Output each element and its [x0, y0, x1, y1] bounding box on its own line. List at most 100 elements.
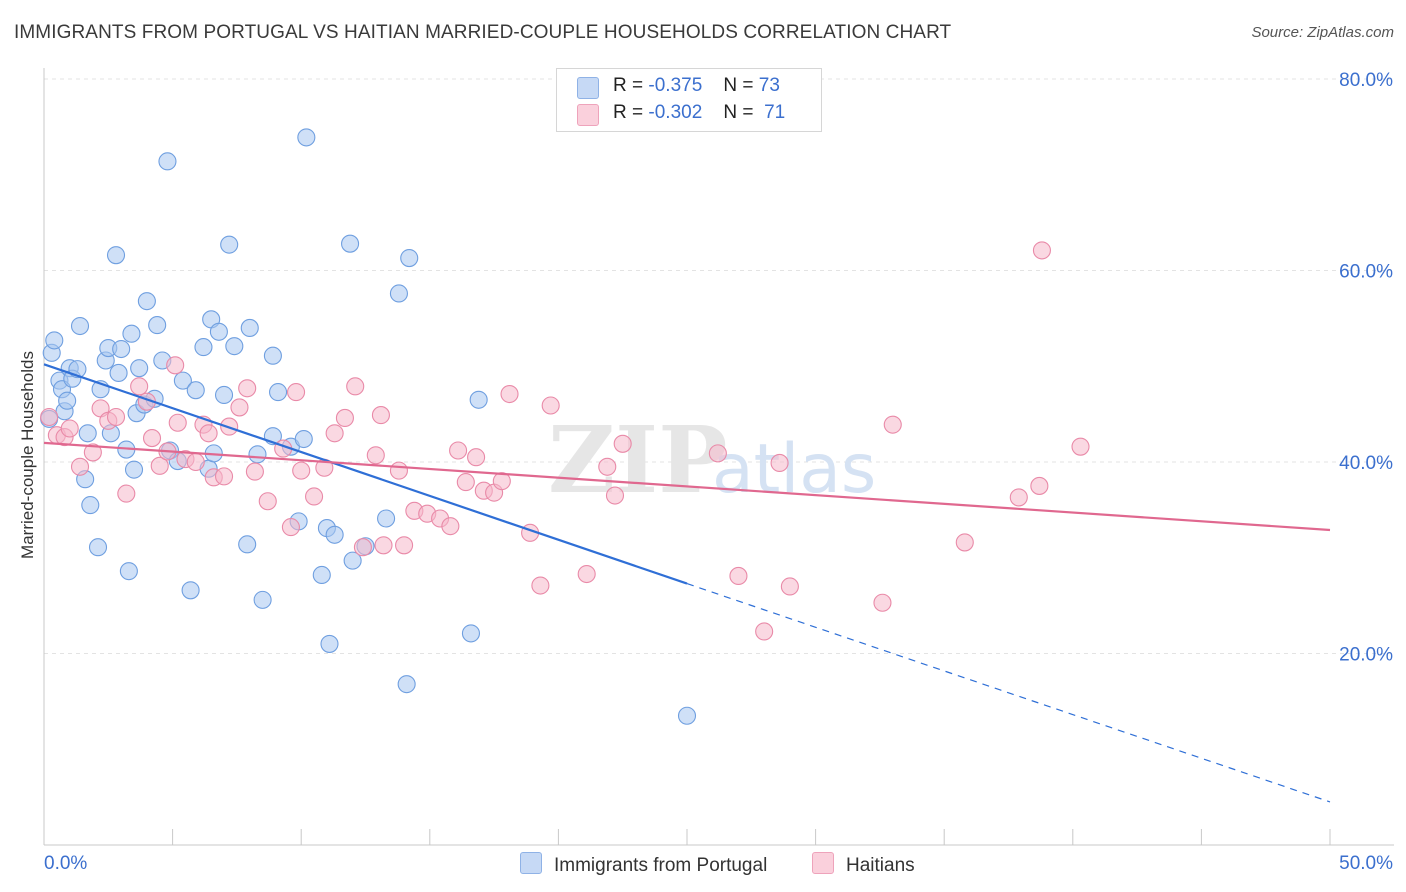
data-point-haitians: [1030, 476, 1049, 495]
data-point-portugal: [325, 525, 344, 544]
data-point-haitians: [292, 461, 311, 480]
trend-line-portugal-extension: [686, 583, 1331, 803]
data-point-portugal: [78, 424, 97, 443]
data-point-haitians: [60, 419, 79, 438]
bottom-legend-label-portugal: Immigrants from Portugal: [554, 855, 768, 876]
data-point-haitians: [186, 452, 205, 472]
data-point-portugal: [122, 324, 141, 343]
data-point-haitians: [577, 564, 596, 584]
data-point-portugal: [124, 460, 144, 479]
grid-lines: [44, 78, 1394, 654]
bottom-legend-haitians: Haitians: [812, 852, 915, 877]
data-point-portugal: [214, 385, 234, 405]
data-point-haitians: [780, 577, 799, 596]
data-point-haitians: [287, 383, 306, 402]
bottom-legend-swatch-haitians: [812, 852, 834, 874]
data-point-haitians: [1071, 437, 1090, 456]
data-point-portugal: [248, 445, 267, 464]
data-point-haitians: [335, 408, 354, 428]
data-point-portugal: [461, 624, 481, 643]
data-point-haitians: [873, 593, 892, 612]
data-point-haitians: [258, 492, 277, 511]
data-point-portugal: [209, 322, 228, 341]
x-tick-label: 0.0%: [44, 853, 87, 874]
data-point-portugal: [148, 316, 167, 335]
data-point-portugal: [130, 359, 149, 378]
data-point-portugal: [70, 316, 90, 336]
data-point-portugal: [377, 509, 396, 528]
watermark-atlas: atlas: [712, 430, 876, 509]
data-point-portugal: [469, 390, 488, 409]
data-point-haitians: [1009, 488, 1028, 507]
legend-swatch-haitians: [577, 104, 599, 126]
data-point-portugal: [397, 675, 416, 694]
tick-labels: 20.0% 40.0% 60.0% 80.0% 0.0% 50.0%: [44, 70, 1393, 874]
y-tick-label: 60.0%: [1339, 262, 1393, 283]
y-tick-label: 20.0%: [1339, 645, 1393, 666]
data-point-haitians: [500, 384, 519, 404]
bottom-legend-swatch-portugal: [520, 852, 542, 874]
data-point-haitians: [729, 566, 748, 585]
legend-r-label: R =: [613, 102, 644, 123]
x-tick-label: 50.0%: [1339, 853, 1393, 874]
data-point-haitians: [346, 377, 365, 396]
data-point-haitians: [598, 457, 617, 476]
legend-n-label: N =: [723, 102, 754, 123]
data-point-haitians: [230, 398, 249, 417]
legend-swatch-portugal: [577, 77, 599, 99]
data-point-haitians: [955, 533, 974, 552]
data-point-portugal: [269, 383, 288, 402]
chart-source: Source: ZipAtlas.com: [1251, 24, 1394, 41]
trend-lines: [43, 363, 1331, 803]
data-point-haitians: [389, 461, 408, 480]
data-point-haitians: [353, 538, 372, 557]
data-point-portugal: [389, 284, 408, 303]
data-point-haitians: [325, 424, 344, 443]
data-point-portugal: [677, 706, 697, 725]
trend-line-portugal: [43, 363, 688, 585]
data-point-portugal: [181, 581, 200, 600]
data-point-portugal: [119, 562, 138, 581]
watermark-zip: ZIP: [548, 406, 727, 514]
data-point-haitians: [456, 473, 475, 492]
data-point-portugal: [158, 152, 177, 171]
data-point-haitians: [366, 446, 385, 465]
data-point-portugal: [225, 337, 244, 356]
data-point-haitians: [70, 457, 90, 476]
stats-legend: R = -0.375 N = 73 R = -0.302 N = 71: [556, 68, 822, 132]
data-point-haitians: [40, 407, 59, 427]
y-tick-label: 40.0%: [1339, 453, 1393, 474]
data-point-haitians: [117, 484, 136, 503]
data-point-haitians: [83, 443, 102, 462]
legend-n-value: 71: [764, 102, 786, 123]
data-point-haitians: [441, 517, 460, 536]
data-point-portugal: [186, 381, 205, 400]
trend-line-haitians: [43, 441, 1331, 532]
legend-text-haitians: R = -0.302 N = 71: [613, 102, 785, 124]
data-point-portugal: [253, 590, 272, 609]
data-point-portugal: [341, 234, 360, 253]
data-point-portugal: [400, 249, 419, 268]
data-point-haitians: [199, 424, 218, 443]
legend-n-label: N =: [723, 75, 754, 96]
data-point-haitians: [883, 415, 902, 434]
bottom-legend-portugal: Immigrants from Portugal: [520, 852, 767, 877]
data-point-haitians: [605, 486, 625, 505]
data-point-portugal: [240, 318, 259, 338]
data-point-haitians: [1032, 241, 1051, 260]
data-point-portugal: [45, 331, 64, 350]
data-point-haitians: [130, 377, 149, 396]
legend-r-value: -0.302: [648, 102, 703, 123]
data-point-portugal: [263, 346, 282, 365]
data-point-portugal: [81, 496, 100, 515]
data-point-haitians: [374, 536, 393, 555]
data-point-portugal: [112, 339, 131, 359]
data-point-portugal: [320, 634, 339, 653]
legend-r-label: R =: [613, 75, 644, 96]
data-point-haitians: [492, 472, 511, 491]
data-point-haitians: [395, 536, 414, 555]
chart-title: IMMIGRANTS FROM PORTUGAL VS HAITIAN MARR…: [14, 22, 952, 43]
data-point-portugal: [109, 363, 128, 383]
data-point-portugal: [312, 565, 331, 585]
data-point-portugal: [238, 535, 257, 554]
